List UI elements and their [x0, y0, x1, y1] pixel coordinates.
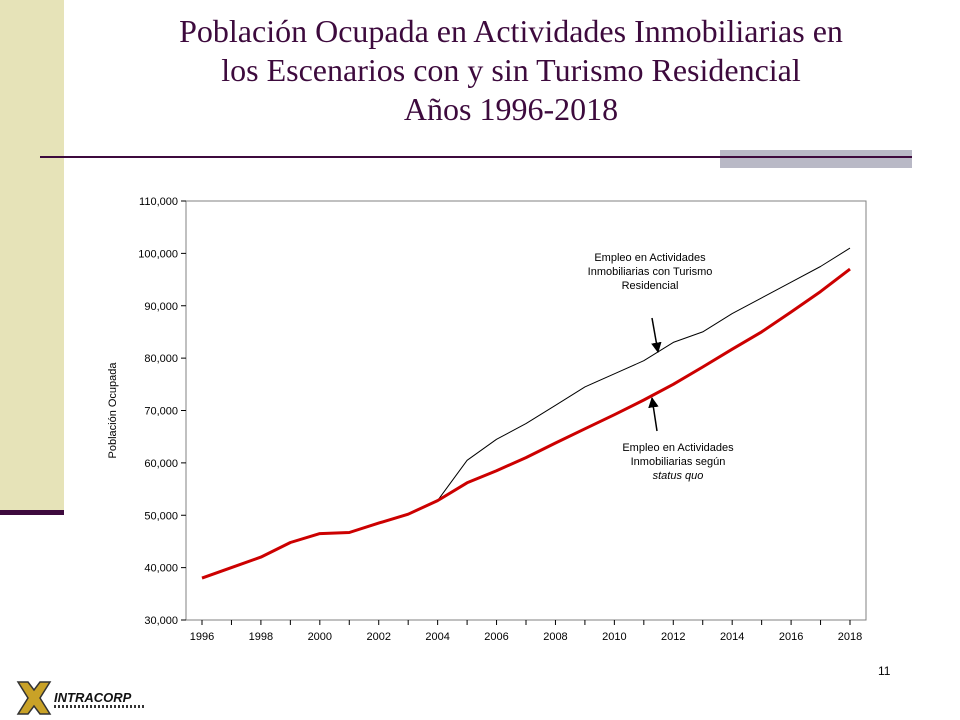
slide-title-line-3: Años 1996-2018	[403, 91, 619, 127]
annotation-status_quo_label-line: status quo	[653, 470, 704, 482]
annotation-tourism_label-line: Residencial	[622, 280, 679, 292]
title-rule	[40, 156, 912, 158]
annotation-tourism_label-line: Inmobiliarias con Turismo	[588, 266, 713, 278]
title-rule-accent	[720, 150, 912, 168]
x-tick-label: 2012	[661, 631, 685, 643]
title-rule-accent-line	[720, 156, 912, 158]
y-tick-label: 50,000	[144, 510, 178, 522]
x-tick-label: 1996	[190, 631, 214, 643]
logo-mark-icon	[16, 681, 52, 715]
x-tick-label: 2004	[425, 631, 449, 643]
x-tick-label: 2010	[602, 631, 626, 643]
x-tick-label: 2018	[838, 631, 862, 643]
x-tick-label: 2000	[308, 631, 332, 643]
logo-text: INTRACORP	[54, 690, 132, 705]
x-tick-label: 2016	[779, 631, 803, 643]
y-tick-label: 70,000	[144, 406, 178, 418]
x-tick-label: 2006	[484, 631, 508, 643]
slide-title-line-1: Población Ocupada en Actividades Inmobil…	[179, 13, 843, 49]
accent-side-bar	[0, 0, 64, 512]
y-tick-label: 80,000	[144, 353, 178, 365]
annotation-arrow-status-quo	[648, 396, 659, 432]
slide-title-line-2: los Escenarios con y sin Turismo Residen…	[221, 52, 801, 88]
y-tick-label: 30,000	[144, 615, 178, 627]
x-tick-label: 1998	[249, 631, 273, 643]
annotation-status_quo_label-line: Empleo en Actividades	[622, 442, 734, 454]
series-line-tourism	[437, 247, 851, 501]
page-number: 11	[878, 664, 891, 678]
x-tick-label: 2002	[366, 631, 390, 643]
y-tick-label: 100,000	[138, 248, 178, 260]
x-tick-label: 2014	[720, 631, 744, 643]
x-tick-label: 2008	[543, 631, 567, 643]
slide-title: Población Ocupada en Actividades Inmobil…	[70, 12, 952, 129]
y-tick-label: 90,000	[144, 301, 178, 313]
logo-subline	[54, 705, 144, 708]
accent-side-rule	[0, 510, 64, 515]
annotation-tourism_label-line: Empleo en Actividades	[594, 252, 706, 264]
intracorp-logo: INTRACORP	[14, 678, 164, 718]
y-tick-label: 60,000	[144, 458, 178, 470]
plot-area	[185, 200, 867, 621]
series-line-status_quo	[201, 267, 851, 580]
annotation-arrow-tourism	[651, 317, 662, 354]
y-tick-label: 40,000	[144, 563, 178, 575]
y-axis-label: Población Ocupada	[107, 362, 119, 459]
annotation-status_quo_label-line: Inmobiliarias según	[631, 456, 726, 468]
y-tick-label: 110,000	[139, 196, 178, 208]
